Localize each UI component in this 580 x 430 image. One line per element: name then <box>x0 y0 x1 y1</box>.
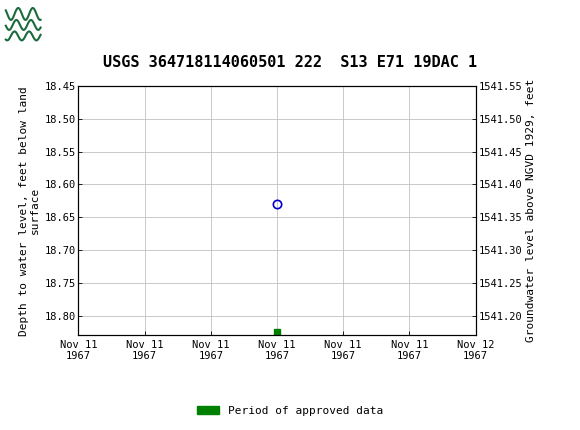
Text: USGS: USGS <box>51 15 102 35</box>
FancyBboxPatch shape <box>5 4 42 46</box>
Y-axis label: Depth to water level, feet below land
surface: Depth to water level, feet below land su… <box>19 86 40 335</box>
Text: USGS 364718114060501 222  S13 E71 19DAC 1: USGS 364718114060501 222 S13 E71 19DAC 1 <box>103 55 477 70</box>
Legend: Period of approved data: Period of approved data <box>193 401 387 420</box>
Y-axis label: Groundwater level above NGVD 1929, feet: Groundwater level above NGVD 1929, feet <box>526 79 537 342</box>
